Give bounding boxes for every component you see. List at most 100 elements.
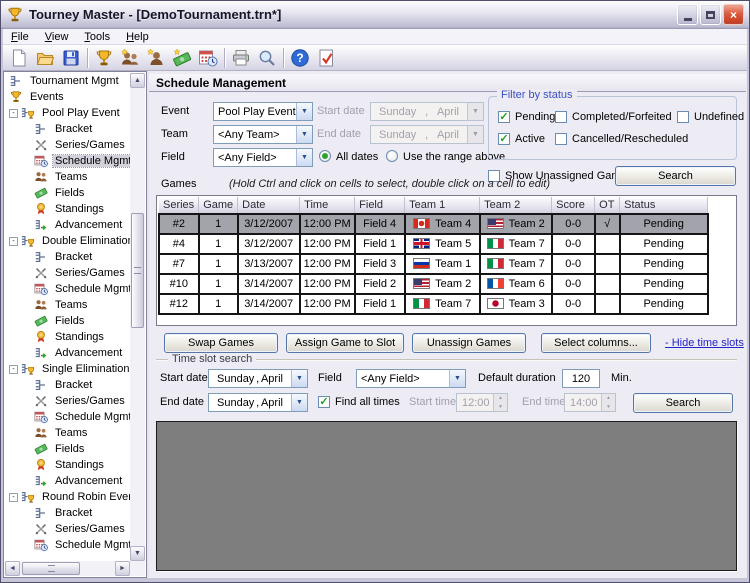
tree-item-bracket[interactable]: Bracket	[5, 377, 130, 393]
game-cell[interactable]: Pending	[618, 253, 709, 275]
tree-item-pool-play-event[interactable]: - Pool Play Event	[5, 105, 130, 121]
open-folder-icon[interactable]	[32, 46, 58, 69]
checkbox-undefined[interactable]: Undefined	[677, 111, 744, 123]
find-all-times-checkbox[interactable]: ✓ Find all times	[318, 396, 400, 408]
tree-item-teams[interactable]: Teams	[5, 169, 130, 185]
tree-item-schedule-mgmt[interactable]: Schedule Mgmt	[5, 537, 130, 553]
tree-item-fields[interactable]: Fields	[5, 441, 130, 457]
maximize-button[interactable]	[700, 4, 721, 25]
game-cell[interactable]: √	[593, 213, 621, 235]
column-header-status[interactable]: Status	[619, 197, 709, 215]
game-cell[interactable]: 12:00 PM	[298, 293, 356, 315]
checkbox-pending[interactable]: ✓ Pending	[498, 111, 555, 123]
tree-item-fields[interactable]: Fields	[5, 313, 130, 329]
game-row-2[interactable]: #2 1 3/12/2007 12:00 PM Field 4 Team 4 Team 2 0…	[158, 213, 709, 235]
all-dates-radio[interactable]	[319, 150, 331, 162]
game-cell[interactable]: 12:00 PM	[298, 233, 356, 255]
tree-item-teams[interactable]: Teams	[5, 297, 130, 313]
game-cell[interactable]	[593, 273, 621, 295]
hide-time-slots-link[interactable]: - Hide time slots	[665, 337, 744, 349]
game-cell[interactable]: Field 1	[353, 293, 406, 315]
game-cell[interactable]: 0-0	[550, 233, 596, 255]
game-cell[interactable]: Pending	[618, 233, 709, 255]
schedule-calendar-icon[interactable]	[195, 46, 221, 69]
game-cell[interactable]: 3/13/2007	[236, 253, 301, 275]
tree-item-events[interactable]: Events	[5, 89, 130, 105]
vertical-scroll-thumb[interactable]	[131, 213, 144, 328]
game-cell[interactable]: 3/14/2007	[236, 273, 301, 295]
game-cell[interactable]: 1	[197, 293, 239, 315]
tree-item-series-games[interactable]: Series/Games	[5, 393, 130, 409]
checkbox-cancelled-rescheduled[interactable]: Cancelled/Rescheduled	[555, 133, 688, 145]
tree-item-series-games[interactable]: Series/Games	[5, 521, 130, 537]
tree-item-advancement[interactable]: Advancement	[5, 217, 130, 233]
game-cell[interactable]: 3/14/2007	[236, 293, 301, 315]
menu-file[interactable]: File	[11, 30, 29, 43]
tree-vertical-scrollbar[interactable]: ▲ ▼	[130, 73, 145, 561]
horizontal-scroll-thumb[interactable]	[22, 562, 80, 575]
team2-cell[interactable]: Team 7	[478, 253, 553, 275]
team2-cell[interactable]: Team 7	[478, 233, 553, 255]
game-cell[interactable]: #12	[158, 293, 200, 315]
column-header-score[interactable]: Score	[551, 197, 596, 215]
scroll-right-icon[interactable]: ►	[115, 561, 130, 576]
tree-item-series-games[interactable]: Series/Games	[5, 265, 130, 281]
tree-item-standings[interactable]: Standings	[5, 457, 130, 473]
tree-item-bracket[interactable]: Bracket	[5, 121, 130, 137]
game-cell[interactable]: Field 4	[353, 213, 406, 235]
show-unassigned-checkbox[interactable]: Show Unassigned Games	[488, 170, 632, 182]
search-slots-button[interactable]: Search	[633, 393, 733, 413]
collapse-icon[interactable]: -	[9, 236, 18, 246]
save-icon[interactable]	[58, 46, 84, 69]
use-range-radio[interactable]	[386, 150, 398, 162]
game-row-12[interactable]: #12 1 3/14/2007 12:00 PM Field 1 Team 7 Team 3…	[158, 293, 709, 315]
game-cell[interactable]: #7	[158, 253, 200, 275]
collapse-icon[interactable]: -	[9, 108, 18, 118]
game-cell[interactable]: 0-0	[550, 273, 596, 295]
validate-icon[interactable]	[313, 46, 339, 69]
search-games-button[interactable]: Search	[615, 166, 736, 186]
tree-item-round-robin-event[interactable]: - Round Robin Event	[5, 489, 130, 505]
game-cell[interactable]	[593, 233, 621, 255]
tree-item-advancement[interactable]: Advancement	[5, 345, 130, 361]
ts-start-date-picker[interactable]: Sunday , April ▼	[208, 369, 308, 388]
game-cell[interactable]: #2	[158, 213, 200, 235]
game-row-4[interactable]: #4 1 3/12/2007 12:00 PM Field 1 Team 5 Team 7 0…	[158, 233, 709, 255]
close-button[interactable]: ×	[723, 4, 744, 25]
tree-item-bracket[interactable]: Bracket	[5, 249, 130, 265]
tree-horizontal-scrollbar[interactable]: ◄ ►	[5, 561, 130, 576]
duration-input[interactable]: 120	[562, 369, 600, 388]
print-preview-icon[interactable]	[254, 46, 280, 69]
game-cell[interactable]: 0-0	[550, 253, 596, 275]
game-cell[interactable]: 0-0	[550, 213, 596, 235]
team-select[interactable]: <Any Team> ▼	[213, 125, 313, 144]
game-cell[interactable]: 12:00 PM	[298, 253, 356, 275]
game-cell[interactable]: 1	[197, 273, 239, 295]
event-select[interactable]: Pool Play Event ▼	[213, 102, 313, 121]
team2-cell[interactable]: Team 6	[478, 273, 553, 295]
swap-games-button[interactable]: Swap Games	[164, 333, 278, 353]
column-header-game[interactable]: Game	[198, 197, 239, 215]
game-row-7[interactable]: #7 1 3/13/2007 12:00 PM Field 3 Team 1 Team 7 0…	[158, 253, 709, 275]
game-cell[interactable]: #10	[158, 273, 200, 295]
team1-cell[interactable]: Team 4	[403, 213, 481, 235]
game-cell[interactable]	[593, 253, 621, 275]
menu-help[interactable]: Help	[126, 30, 149, 43]
menu-view[interactable]: View	[44, 30, 69, 43]
tree-item-standings[interactable]: Standings	[5, 329, 130, 345]
game-cell[interactable]: 0-0	[550, 293, 596, 315]
column-header-field[interactable]: Field	[354, 197, 406, 215]
checkbox-active[interactable]: ✓ Active	[498, 133, 545, 145]
column-header-time[interactable]: Time	[299, 197, 356, 215]
team1-cell[interactable]: Team 7	[403, 293, 481, 315]
select-columns-button[interactable]: Select columns...	[541, 333, 651, 353]
player-star-icon[interactable]	[143, 46, 169, 69]
game-cell[interactable]: 3/12/2007	[236, 233, 301, 255]
team1-cell[interactable]: Team 1	[403, 253, 481, 275]
menu-tools[interactable]: Tools	[84, 30, 111, 43]
use-range-label[interactable]: Use the range above	[403, 151, 506, 163]
tree-item-bracket[interactable]: Bracket	[5, 505, 130, 521]
game-cell[interactable]: Field 1	[353, 233, 406, 255]
column-header-team-1[interactable]: Team 1	[404, 197, 481, 215]
tree-item-schedule-mgmt[interactable]: Schedule Mgmt	[5, 153, 130, 169]
